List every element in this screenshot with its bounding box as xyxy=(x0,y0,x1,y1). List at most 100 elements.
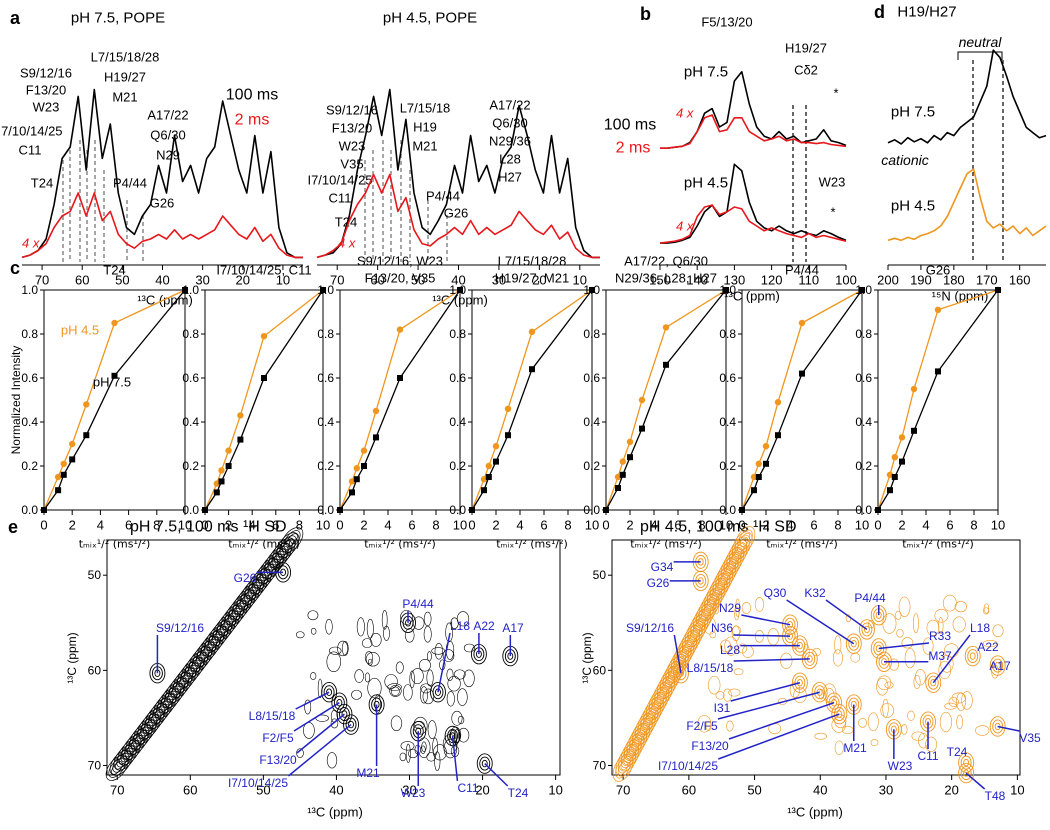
diagonal-contour xyxy=(720,569,731,584)
leader-line xyxy=(437,632,451,693)
diagonal-contour xyxy=(725,558,737,574)
y-axis-label: ¹³C (ppm) xyxy=(580,632,594,683)
x-tick-label: 4 xyxy=(516,518,523,533)
y-tick-label: 0.0 xyxy=(182,503,199,517)
contour-cloud xyxy=(824,688,835,703)
leader-line xyxy=(728,701,835,740)
contour-cloud xyxy=(911,731,925,741)
peak-label: G26 xyxy=(234,571,257,585)
peak-label: S9/12/16 xyxy=(156,621,204,635)
chart-title: pH 7.5 xyxy=(891,104,935,121)
contour-cloud xyxy=(427,651,432,662)
point xyxy=(360,447,368,454)
point xyxy=(469,507,475,513)
contour-cloud xyxy=(731,625,740,642)
diagonal-contour xyxy=(695,598,717,627)
annotation: L7/15/18/28 xyxy=(91,50,160,65)
x-tick-label: 130 xyxy=(724,273,746,288)
x-tick-label: 140 xyxy=(686,273,708,288)
diagonal-contour xyxy=(275,540,293,561)
point xyxy=(485,474,492,480)
x-axis-label: ¹³C (ppm) xyxy=(307,805,363,820)
point xyxy=(619,458,626,465)
legend-label: pH 7.5 xyxy=(93,375,131,390)
x-tick-label: 6 xyxy=(272,518,279,533)
x-tick-label: 160 xyxy=(1009,273,1031,288)
contour-cloud xyxy=(351,689,362,700)
chart-title: pH 4.5, POPE xyxy=(383,10,477,27)
chart-title: F13/20, V35 xyxy=(365,271,436,286)
y-tick-label: 70 xyxy=(88,758,102,772)
panel-header: H19/H27 xyxy=(897,4,956,21)
peak-label: L8/15/18 xyxy=(249,709,296,723)
diagonal-contour xyxy=(161,682,184,709)
point xyxy=(218,478,225,485)
diagonal-contour xyxy=(731,531,753,559)
diagonal-contour xyxy=(272,537,296,564)
diagonal-contour xyxy=(205,625,228,652)
contour-cloud xyxy=(409,670,415,689)
peak-label: A17 xyxy=(989,659,1011,673)
point xyxy=(603,507,609,513)
contour-cloud xyxy=(361,638,373,649)
point xyxy=(911,427,917,434)
leader-line xyxy=(718,713,840,760)
series-line xyxy=(887,168,1047,242)
diagonal-contour xyxy=(715,571,731,592)
diagonal-contour xyxy=(632,718,653,746)
x-tick-label: 30 xyxy=(879,783,893,798)
point xyxy=(218,467,225,474)
contour-cloud xyxy=(742,645,754,658)
diagonal-contour xyxy=(618,752,634,774)
y-tick-label: 0.4 xyxy=(583,415,600,429)
point xyxy=(492,443,500,450)
series-line xyxy=(204,289,324,511)
point xyxy=(639,425,645,432)
diagonal-contour xyxy=(631,734,643,750)
contour-cloud xyxy=(954,601,967,613)
y-tick-label: 0.0 xyxy=(719,503,736,517)
contour-cloud xyxy=(939,711,953,733)
diagonal-contour xyxy=(615,749,637,777)
diagonal-contour xyxy=(726,541,747,570)
point xyxy=(261,375,267,381)
point xyxy=(799,370,805,377)
diagonal-contour xyxy=(712,567,734,596)
peak-contour xyxy=(831,703,848,725)
point xyxy=(528,328,536,335)
annotation: P4/44 xyxy=(113,176,147,191)
diagonal-contour xyxy=(726,550,742,572)
x-tick-label: 4 xyxy=(786,518,793,533)
diagonal-contour xyxy=(737,529,753,551)
contour-cloud xyxy=(901,637,914,649)
x-tick-label: 8 xyxy=(564,518,571,533)
diagonal-contour xyxy=(653,693,665,708)
point xyxy=(886,471,894,478)
contour-cloud xyxy=(420,745,426,754)
point xyxy=(891,454,898,461)
x-tick-label: 6 xyxy=(946,518,953,533)
point xyxy=(774,399,782,406)
diagonal-contour xyxy=(687,622,703,644)
y-tick-label: 0.6 xyxy=(449,371,466,385)
annotation: N29/36 xyxy=(489,134,531,149)
diagonal-contour xyxy=(157,687,180,714)
bracket xyxy=(957,51,1003,60)
chart-title: pH 7.5 xyxy=(684,64,728,81)
diagonal-contour xyxy=(247,576,265,597)
peak-label: W23 xyxy=(888,759,913,773)
peak-contour xyxy=(791,672,808,693)
panel-label: a xyxy=(10,8,21,28)
peak-contour xyxy=(826,692,843,713)
diagonal-contour xyxy=(651,698,662,714)
contour-cloud xyxy=(951,692,967,704)
diagonal-contour xyxy=(626,736,642,758)
contour-cloud xyxy=(877,675,892,691)
diagonal-contour xyxy=(203,633,221,654)
diagonal-contour xyxy=(201,630,224,657)
annotation: H27 xyxy=(498,170,522,185)
chart-title: N29/36, L28, H27 xyxy=(615,271,717,286)
x-tick-label: 50 xyxy=(411,273,425,288)
point xyxy=(627,454,633,461)
diagonal-contour xyxy=(112,753,130,773)
